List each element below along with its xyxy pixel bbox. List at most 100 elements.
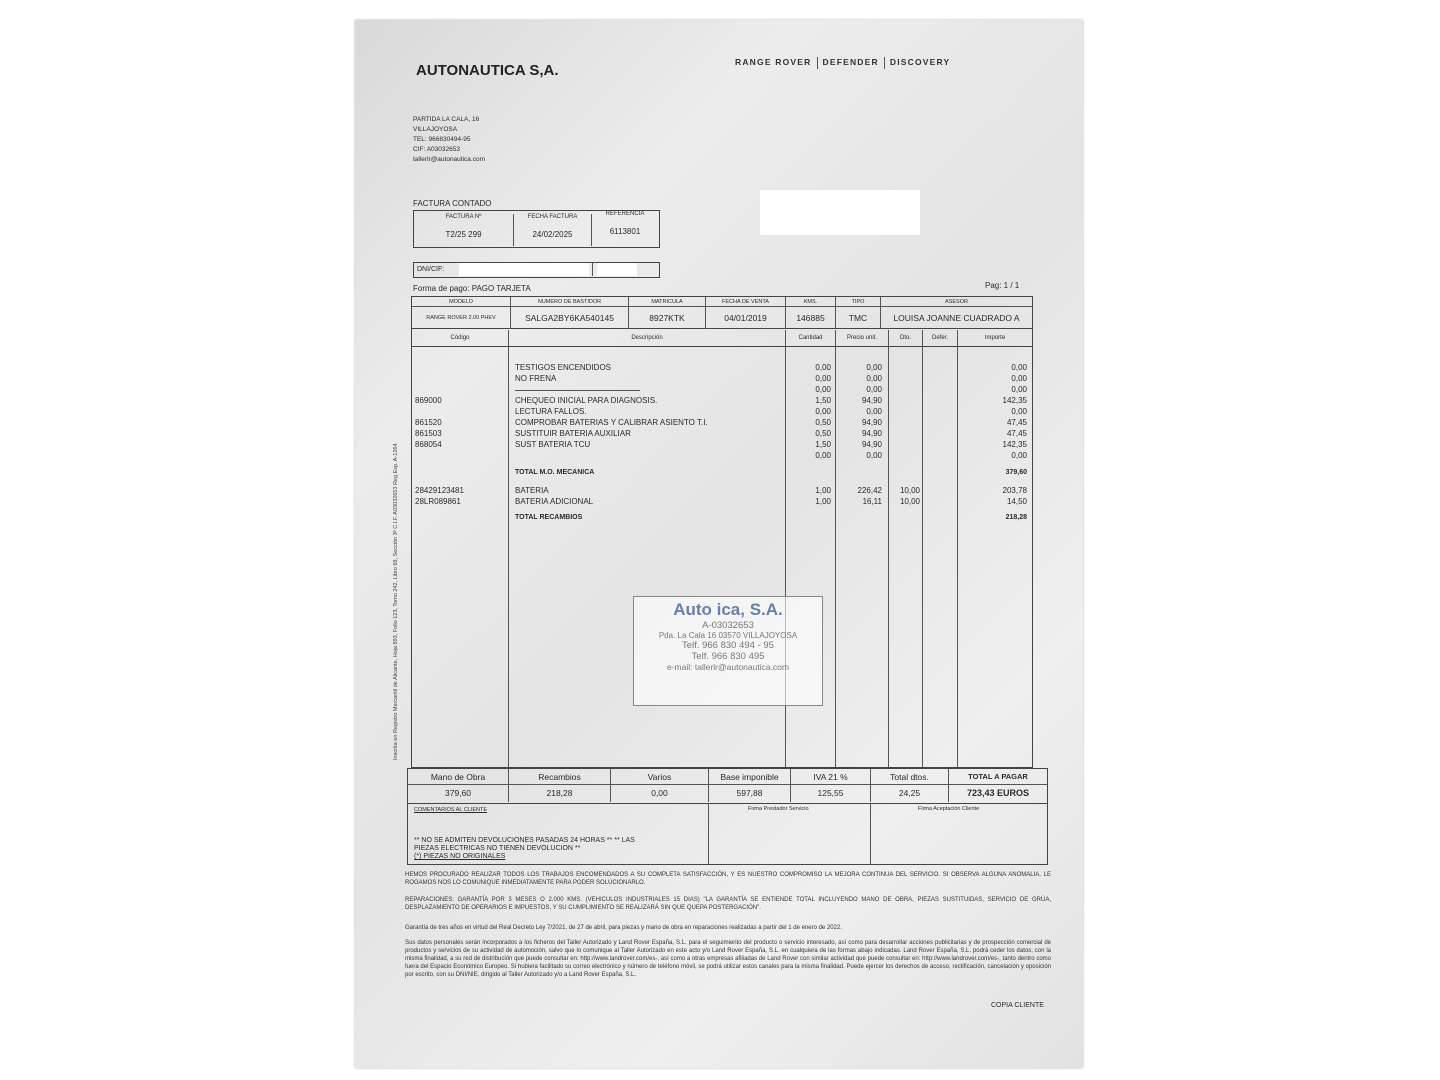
stamp-line: Pda. La Cala 16 03570 VILLAJOYOSA	[658, 631, 798, 640]
brand-discovery: DISCOVERY	[889, 57, 951, 68]
item-cell: 226,42	[857, 486, 882, 495]
item-cell: 0,00	[1011, 407, 1027, 416]
vehicle-value-5: TMC	[836, 307, 881, 329]
signature-client-label: Firma Aceptación Cliente	[918, 806, 980, 812]
totals-header-6: TOTAL A PAGAR	[949, 769, 1047, 785]
invoice-number-label: FACTURA Nº	[445, 214, 482, 220]
item-cell: 0,00	[1011, 385, 1027, 394]
item-cell: 94,90	[861, 396, 882, 405]
item-cell: 14,50	[1006, 497, 1027, 506]
item-row: 869000 CHEQUEO INICIAL PARA DIAGNOSIS. 1,5…	[411, 395, 1031, 406]
item-cell: 0,00	[1011, 363, 1027, 372]
item-cell: 0,00	[866, 451, 882, 460]
vehicle-value-6: LOUISA JOANNE CUADRADO A	[881, 307, 1032, 329]
item-row: 861520 COMPROBAR BATERIAS Y CALIBRAR ASIE…	[411, 417, 1031, 428]
item-row: 0,00 0,00 0,00	[411, 450, 1031, 461]
totals-header-0: Mano de Obra	[408, 769, 509, 785]
brand-defender: DEFENDER	[822, 57, 879, 68]
items-header-5: Defer.	[923, 330, 958, 347]
item-cell: 218,28	[1005, 514, 1027, 521]
stamp-line: Telf. 966 830 494 - 95	[682, 640, 774, 651]
item-cell: 0,00	[815, 374, 831, 383]
totals-value-4: 125,55	[791, 785, 871, 802]
item-row: TOTAL RECAMBIOS 218,28	[411, 512, 1031, 523]
column-divider	[922, 347, 923, 767]
redacted-field	[597, 263, 637, 276]
legal-notice-privacy: Sus datos personales serán incorporados …	[405, 940, 1051, 978]
item-cell: 142,35	[1002, 440, 1027, 449]
vehicle-value-0: RANGE ROVER 2.00 PHEV	[412, 307, 511, 329]
reference-label: REFERENCIA	[605, 211, 645, 217]
item-cell: 0,00	[815, 407, 831, 416]
vehicle-value-4: 146885	[786, 307, 836, 329]
item-row: TESTIGOS ENCENDIDOS 0,00 0,00 0,00	[411, 362, 1031, 373]
item-cell: SUST BATERIA TCU	[515, 440, 591, 449]
items-header-1: Descripción	[509, 330, 786, 347]
totals-header-4: IVA 21 %	[791, 769, 871, 785]
item-cell: 0,00	[866, 374, 882, 383]
item-row: 861503 SUSTITUIR BATERIA AUXILIAR 0,50 94,9…	[411, 428, 1031, 439]
column-divider	[785, 347, 786, 767]
invoice-date: 24/02/2025	[532, 230, 573, 239]
vehicle-value-3: 04/01/2019	[706, 307, 786, 329]
item-cell: 0,00	[866, 407, 882, 416]
item-cell: SUSTITUIR BATERIA AUXILIAR	[515, 429, 631, 438]
legal-notice-guarantee: Garantía de tres años en virtud del Real…	[405, 925, 842, 931]
legal-notice-warranty: REPARACIONES: GARANTÍA POR 3 MESES O 2.0…	[405, 897, 1051, 911]
item-cell: 1,50	[815, 396, 831, 405]
registry-side-text: Inscrita en Registro Mercantil de Alican…	[393, 443, 399, 760]
address-line: PARTIDA LA CALA, 16	[413, 116, 480, 123]
item-cell: 142,35	[1002, 396, 1027, 405]
invoice-date-label: FECHA FACTURA	[527, 214, 578, 220]
scanned-invoice-page	[355, 20, 1083, 1068]
items-header-3: Precio unit.	[836, 330, 889, 347]
vehicle-value-1: SALGA2BY6KA540145	[511, 307, 629, 329]
item-cell: 0,00	[1011, 451, 1027, 460]
item-cell: 0,50	[815, 418, 831, 427]
item-cell: 0,50	[815, 429, 831, 438]
dni-label: DNI/CIF:	[417, 266, 445, 273]
stamp-line: e-mail: tallerlr@autonautica.com	[666, 662, 789, 672]
separator-line	[515, 390, 640, 391]
item-cell: BATERIA ADICIONAL	[515, 497, 594, 506]
redacted-customer-address	[760, 190, 920, 235]
totals-header-3: Base imponible	[709, 769, 791, 785]
item-cell: 1,00	[815, 486, 831, 495]
item-cell: BATERIA	[515, 486, 549, 495]
redacted-dni	[459, 263, 589, 276]
copy-label: COPIA CLIENTE	[991, 1002, 1044, 1009]
item-cell: 47,45	[1006, 418, 1027, 427]
item-row: 28429123481 BATERIA 1,00 226,42 10,00 203,78	[411, 485, 1031, 496]
item-row: 868054 SUST BATERIA TCU 1,50 94,90 142,35	[411, 439, 1031, 450]
items-header-2: Cantidad	[786, 330, 836, 347]
items-header-6: Importe	[958, 330, 1032, 347]
total-to-pay: 723,43 EUROS	[966, 788, 1030, 798]
vehicle-header-4: KMS.	[786, 297, 836, 307]
stamp-line: Auto ica, S.A.	[673, 600, 783, 619]
item-cell: 861520	[415, 418, 442, 427]
item-row: TOTAL M.O. MECANICA 379,60	[411, 467, 1031, 478]
item-cell: 94,90	[861, 418, 882, 427]
totals-header-1: Recambios	[509, 769, 611, 785]
item-cell: 28429123481	[415, 486, 464, 495]
item-cell: 94,90	[861, 429, 882, 438]
signature-provider-label: Firma Prestador Servicio	[748, 806, 809, 812]
vehicle-header-6: ASESOR	[881, 297, 1032, 307]
item-row: NO FRENA 0,00 0,00 0,00	[411, 373, 1031, 384]
totals-value-2: 0,00	[611, 785, 709, 802]
address-email: tallerlr@autonautica.com	[413, 156, 485, 163]
comment-line: PIEZAS ELECTRICAS NO TIENEN DEVOLUCION *…	[414, 845, 581, 852]
totals-header-5: Total dtos.	[871, 769, 949, 785]
column-divider	[957, 347, 958, 767]
dni-box: DNI/CIF:	[413, 262, 660, 278]
vehicle-header-5: TIPO	[836, 297, 881, 307]
item-cell: 861503	[415, 429, 442, 438]
totals-header-2: Varios	[611, 769, 709, 785]
stamp-line: A-03032653	[702, 620, 754, 631]
comments-label: COMENTARIOS AL CLIENTE	[414, 807, 488, 813]
invoice-number: T2/25 299	[445, 230, 482, 239]
vehicle-value-2: 8927KTK	[629, 307, 706, 329]
totals-value-0: 379,60	[408, 785, 509, 802]
item-cell: 1,00	[815, 497, 831, 506]
column-divider	[508, 347, 509, 767]
